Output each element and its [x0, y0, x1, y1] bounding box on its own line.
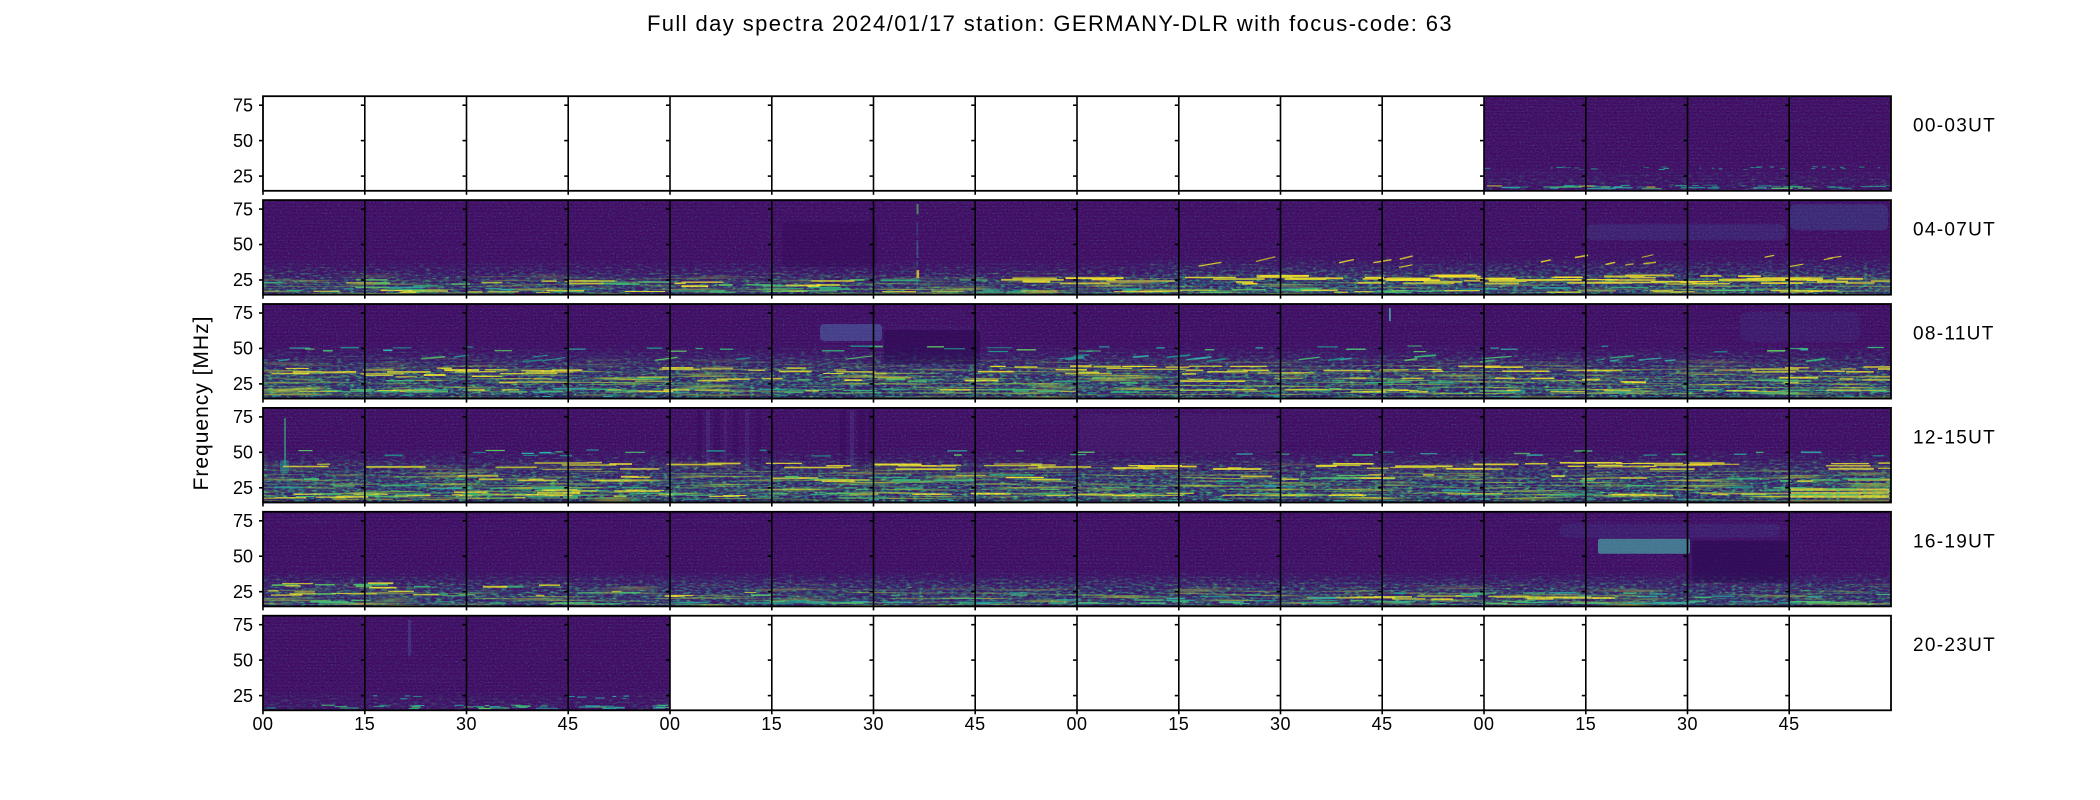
svg-text:25: 25	[233, 686, 253, 706]
svg-text:30: 30	[1677, 714, 1698, 734]
svg-text:15: 15	[354, 714, 375, 734]
svg-text:12-15UT: 12-15UT	[1913, 427, 1996, 448]
svg-text:15: 15	[761, 714, 782, 734]
svg-text:45: 45	[965, 714, 986, 734]
svg-text:50: 50	[233, 235, 253, 255]
svg-text:25: 25	[233, 478, 253, 498]
svg-text:75: 75	[233, 303, 253, 323]
svg-text:15: 15	[1575, 714, 1596, 734]
svg-text:00: 00	[659, 714, 680, 734]
svg-text:25: 25	[233, 166, 253, 186]
svg-text:25: 25	[233, 582, 253, 602]
svg-text:75: 75	[233, 615, 253, 635]
svg-text:75: 75	[233, 95, 253, 115]
svg-text:20-23UT: 20-23UT	[1913, 635, 1996, 656]
svg-text:30: 30	[456, 714, 477, 734]
svg-text:50: 50	[233, 131, 253, 151]
svg-text:45: 45	[558, 714, 579, 734]
svg-text:30: 30	[1270, 714, 1291, 734]
svg-text:25: 25	[233, 270, 253, 290]
svg-text:45: 45	[1372, 714, 1393, 734]
svg-text:00: 00	[1473, 714, 1494, 734]
svg-text:50: 50	[233, 339, 253, 359]
svg-text:25: 25	[233, 374, 253, 394]
svg-text:50: 50	[233, 650, 253, 670]
svg-text:Full day spectra 2024/01/17 st: Full day spectra 2024/01/17 station: GER…	[647, 11, 1453, 36]
svg-text:00: 00	[1066, 714, 1087, 734]
svg-text:45: 45	[1779, 714, 1800, 734]
svg-text:Frequency [MHz]: Frequency [MHz]	[190, 316, 213, 491]
svg-text:16-19UT: 16-19UT	[1913, 531, 1996, 552]
svg-text:75: 75	[233, 407, 253, 427]
svg-text:00-03UT: 00-03UT	[1913, 116, 1996, 137]
svg-text:75: 75	[233, 199, 253, 219]
svg-text:08-11UT: 08-11UT	[1913, 324, 1995, 345]
svg-text:75: 75	[233, 511, 253, 531]
svg-text:50: 50	[233, 443, 253, 463]
svg-text:04-07UT: 04-07UT	[1913, 220, 1996, 241]
svg-text:15: 15	[1168, 714, 1189, 734]
svg-text:00: 00	[252, 714, 273, 734]
svg-text:50: 50	[233, 546, 253, 566]
svg-text:30: 30	[863, 714, 884, 734]
